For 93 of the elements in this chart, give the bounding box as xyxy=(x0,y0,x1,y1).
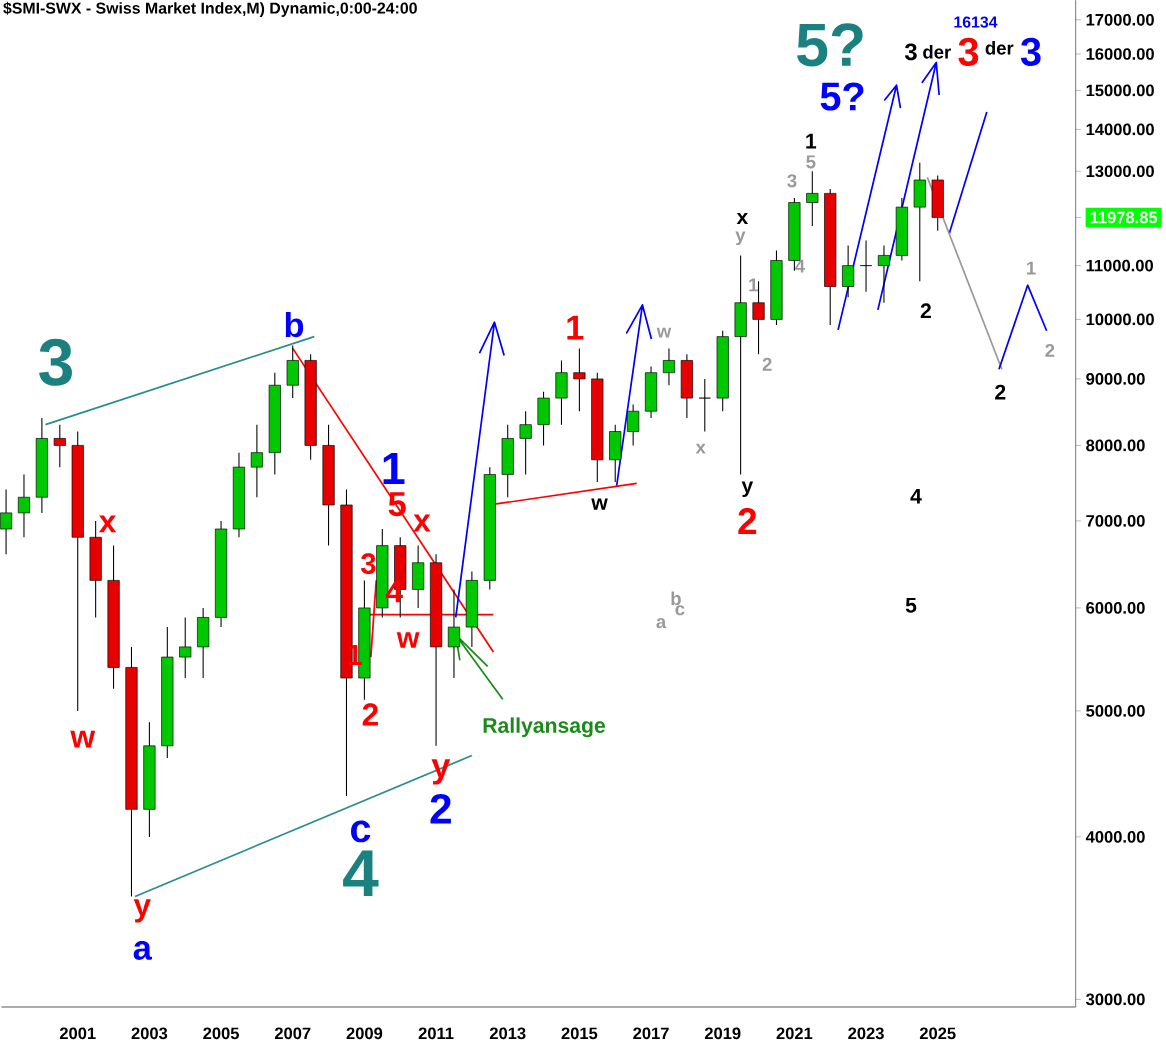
candlestick xyxy=(877,245,891,304)
y-tick-label: 11000.00 xyxy=(1086,259,1153,272)
annotation: 2 xyxy=(430,794,451,824)
x-tick-label: 2025 xyxy=(919,1027,956,1040)
annotation: 3 xyxy=(39,338,72,386)
x-tick-label: 2001 xyxy=(59,1027,96,1040)
x-tick-label: 2003 xyxy=(131,1027,168,1040)
annotation: 4 xyxy=(910,489,922,504)
annotation: 3 xyxy=(787,174,797,188)
annotation: 5 xyxy=(905,598,917,613)
annotation: 1 xyxy=(749,278,758,292)
annotation: der xyxy=(923,45,951,59)
y-tick-label: 9000.00 xyxy=(1086,373,1145,385)
annotation: 3 xyxy=(904,43,917,61)
x-tick-label: 2011 xyxy=(418,1027,454,1040)
y-tick-label: 10000.00 xyxy=(1086,313,1154,326)
candlestick xyxy=(698,378,711,433)
annotation: w xyxy=(591,498,608,510)
line-series xyxy=(615,304,653,487)
candlestick xyxy=(0,489,13,555)
candlestick xyxy=(573,347,586,412)
y-tick-label: 3000.00 xyxy=(1086,993,1145,1006)
x-tick-label: 2009 xyxy=(346,1027,383,1040)
line-series xyxy=(454,321,505,619)
annotation: 2 xyxy=(762,357,772,371)
candlestick xyxy=(662,347,676,386)
annotation: w xyxy=(70,731,96,748)
annotation: 1 xyxy=(567,315,584,340)
annotation: 2 xyxy=(995,384,1006,400)
annotation: 3 xyxy=(1020,37,1041,67)
annotation: 4 xyxy=(795,259,805,273)
annotation: x xyxy=(98,515,117,533)
annotation: y xyxy=(735,231,746,246)
annotation: 1 xyxy=(348,645,362,666)
candlestick xyxy=(859,240,873,293)
annotation: 5? xyxy=(797,23,863,67)
annotation: b xyxy=(285,312,304,338)
annotation: 1 xyxy=(806,133,817,149)
annotation: y xyxy=(133,899,151,923)
candlestick xyxy=(250,424,263,498)
candlestick xyxy=(806,170,819,227)
annotation: 2 xyxy=(1045,344,1055,358)
y-tick-label: 4000.00 xyxy=(1085,831,1145,843)
y-tick-label: 15000.00 xyxy=(1086,84,1154,97)
candlestick xyxy=(447,589,461,679)
y-tick-label: 6000.00 xyxy=(1086,602,1145,614)
annotation: 1 xyxy=(1027,261,1036,275)
x-tick-label: 2019 xyxy=(704,1027,741,1040)
candlestick xyxy=(17,474,31,538)
annotation: y xyxy=(741,481,754,498)
y-tick-label: 7000.00 xyxy=(1086,515,1145,527)
y-tick-label: 11978.85 xyxy=(1090,211,1158,224)
annotation: 2 xyxy=(362,703,378,726)
y-tick-label: 13000.00 xyxy=(1086,165,1154,178)
annotation: 2 xyxy=(920,303,931,319)
annotation: a xyxy=(656,618,667,629)
annotation: 4 xyxy=(343,850,379,897)
candlestick xyxy=(179,617,192,679)
y-tick-label: 5000.00 xyxy=(1086,705,1145,717)
annotation: a xyxy=(133,941,153,961)
annotation: x xyxy=(736,213,749,225)
annotation: w xyxy=(396,632,420,648)
annotation: 1 xyxy=(383,453,405,485)
x-tick-label: 2005 xyxy=(203,1027,239,1040)
annotation: c xyxy=(351,820,371,843)
annotation: Rallyansage xyxy=(483,717,605,738)
annotation: w xyxy=(656,327,672,338)
annotation: x xyxy=(695,443,706,454)
annotation: x xyxy=(413,514,431,532)
annotation: b xyxy=(671,591,681,606)
annotation: 5 xyxy=(806,155,816,169)
y-tick-label: 8000.00 xyxy=(1086,439,1145,452)
candlestick xyxy=(627,404,640,447)
candlestick xyxy=(53,424,66,468)
annotation: c xyxy=(675,605,685,616)
annotation: 3 xyxy=(958,37,979,67)
x-tick-label: 2023 xyxy=(848,1027,884,1040)
annotation: 16134 xyxy=(954,16,998,28)
y-tick-label: 17000.00 xyxy=(1086,14,1154,26)
chart-title: $SMI-SWX - Swiss Market Index,M) Dynamic,0:00-24:00 xyxy=(3,1,417,18)
x-tick-label: 2017 xyxy=(633,1027,669,1040)
x-tick-label: 2007 xyxy=(274,1027,311,1040)
y-tick-label: 16000.00 xyxy=(1086,48,1154,61)
x-tick-label: 2015 xyxy=(561,1027,598,1040)
annotation: 2 xyxy=(738,508,757,535)
annotation: der xyxy=(985,41,1014,55)
x-tick-label: 2013 xyxy=(489,1027,526,1040)
x-tick-label: 2021 xyxy=(776,1027,813,1040)
y-tick-label: 14000.00 xyxy=(1086,123,1154,136)
candlestick xyxy=(842,245,855,298)
candlestick xyxy=(519,410,532,476)
annotation: 3 xyxy=(361,553,376,575)
annotation: 5? xyxy=(820,82,864,111)
